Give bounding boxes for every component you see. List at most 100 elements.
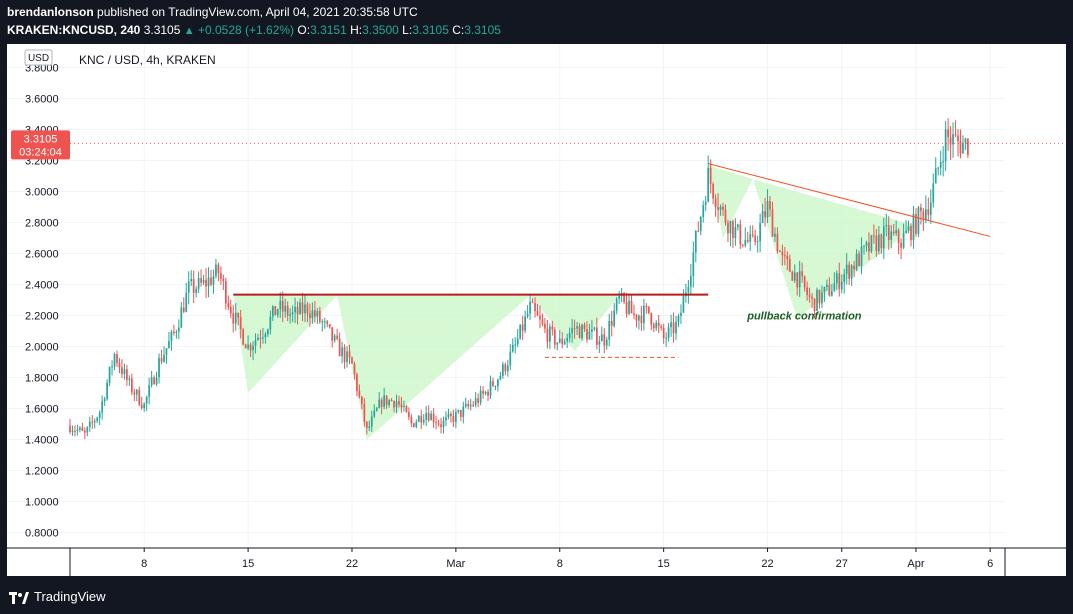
candle-body (595, 327, 598, 345)
candle-body (694, 230, 697, 253)
candle-body (707, 167, 710, 202)
candle-body (160, 358, 163, 362)
price-chart[interactable]: 0.8000 1.0000 1.2000 1.4000 1.6000 1.8000 2.00… (7, 44, 1066, 576)
x-tick-label: 27 (836, 558, 848, 570)
pattern-area (708, 165, 753, 238)
currency-badge (24, 49, 53, 66)
candle-body (311, 310, 314, 319)
candle-body (271, 306, 274, 317)
candle-body (808, 294, 811, 297)
candle-body (405, 406, 408, 413)
candle-body (346, 351, 348, 363)
candle-body (727, 222, 729, 234)
symbol-label: KRAKEN:KNCUSD, 240 (7, 23, 141, 37)
candle-body (823, 286, 826, 293)
candle-body (316, 311, 319, 317)
candle-body (138, 389, 141, 405)
candle-body (76, 429, 79, 431)
candle-body (93, 421, 96, 423)
candle-body (74, 430, 76, 432)
candle-body (821, 292, 823, 304)
tradingview-brand[interactable]: TradingView (34, 589, 106, 604)
candle-body (140, 404, 143, 409)
candle-body (712, 183, 714, 199)
candle-body (568, 332, 571, 338)
candle-body (840, 281, 843, 290)
candle-body (783, 255, 786, 257)
candle-body (415, 421, 418, 427)
price-tag-countdown: 03:24:04 (19, 146, 62, 158)
candle-body (348, 351, 351, 358)
candle-body (447, 413, 450, 418)
candle-body (613, 310, 616, 326)
candle-body (877, 234, 880, 252)
tradingview-logo-icon[interactable] (8, 588, 30, 608)
price-tag-value: 3.3105 (24, 133, 58, 145)
candle-body (949, 137, 952, 145)
candle-body (828, 284, 831, 296)
x-tick-label: 6 (987, 558, 993, 570)
candle-body (98, 412, 101, 418)
candle-body (769, 201, 771, 210)
candle-body (692, 252, 695, 276)
candle-body (761, 211, 764, 223)
candle-body (573, 328, 576, 330)
author-name[interactable]: brendanlonson (7, 5, 94, 19)
candle-body (207, 277, 210, 287)
candle-body (749, 234, 752, 242)
candle-body (583, 324, 586, 330)
chart-title: KNC / USD, 4h, KRAKEN (79, 53, 216, 67)
candle-body (791, 271, 794, 281)
candle-body (511, 344, 514, 352)
x-tick-label: 8 (557, 558, 563, 570)
candle-body (593, 327, 596, 330)
candle-body (182, 307, 185, 312)
candle-body (939, 162, 942, 168)
candle-body (952, 134, 954, 145)
open-value: 3.3151 (310, 23, 347, 37)
candle-body (524, 316, 526, 331)
candle-body (826, 284, 828, 287)
candle-body (675, 321, 677, 334)
candle-body (551, 326, 554, 330)
candle-body (202, 279, 205, 283)
candle-body (957, 135, 959, 142)
pattern-area (752, 179, 916, 319)
price-change: +0.0528 (+1.62%) (197, 23, 295, 37)
candle-body (687, 286, 690, 293)
candle-body (294, 306, 296, 313)
y-tick-label: 2.8000 (25, 218, 59, 230)
axes: 0.8000 1.0000 1.2000 1.4000 1.6000 1.8000 2.00… (7, 63, 1066, 576)
candle-body (546, 328, 549, 342)
candle-body (400, 404, 403, 407)
candle-body (660, 326, 663, 328)
candle-body (356, 374, 358, 392)
candle-body (514, 344, 517, 346)
candle-body (662, 327, 665, 338)
candle-body (306, 304, 309, 314)
candle-body (924, 209, 927, 220)
chart-area[interactable]: 0.8000 1.0000 1.2000 1.4000 1.6000 1.8000 2.00… (7, 44, 1066, 576)
candle-body (882, 226, 885, 249)
candle-body (232, 313, 235, 324)
candle-body (875, 235, 878, 252)
candlesticks (69, 118, 969, 440)
candle-body (897, 230, 900, 244)
x-tick-label: 15 (658, 558, 670, 570)
candle-body (689, 275, 692, 287)
candle-body (262, 337, 264, 339)
y-tick-label: 1.2000 (25, 466, 59, 478)
candle-body (892, 231, 895, 234)
x-tick-label: 15 (242, 558, 254, 570)
candle-body (838, 273, 841, 290)
candle-body (301, 302, 304, 314)
candle-body (388, 399, 390, 406)
candle-body (222, 278, 225, 282)
candle-body (370, 416, 373, 427)
candle-body (412, 423, 415, 427)
candle-body (788, 259, 791, 272)
candle-body (123, 369, 126, 375)
candle-body (168, 340, 170, 349)
candle-body (314, 310, 316, 317)
candle-body (331, 327, 334, 341)
